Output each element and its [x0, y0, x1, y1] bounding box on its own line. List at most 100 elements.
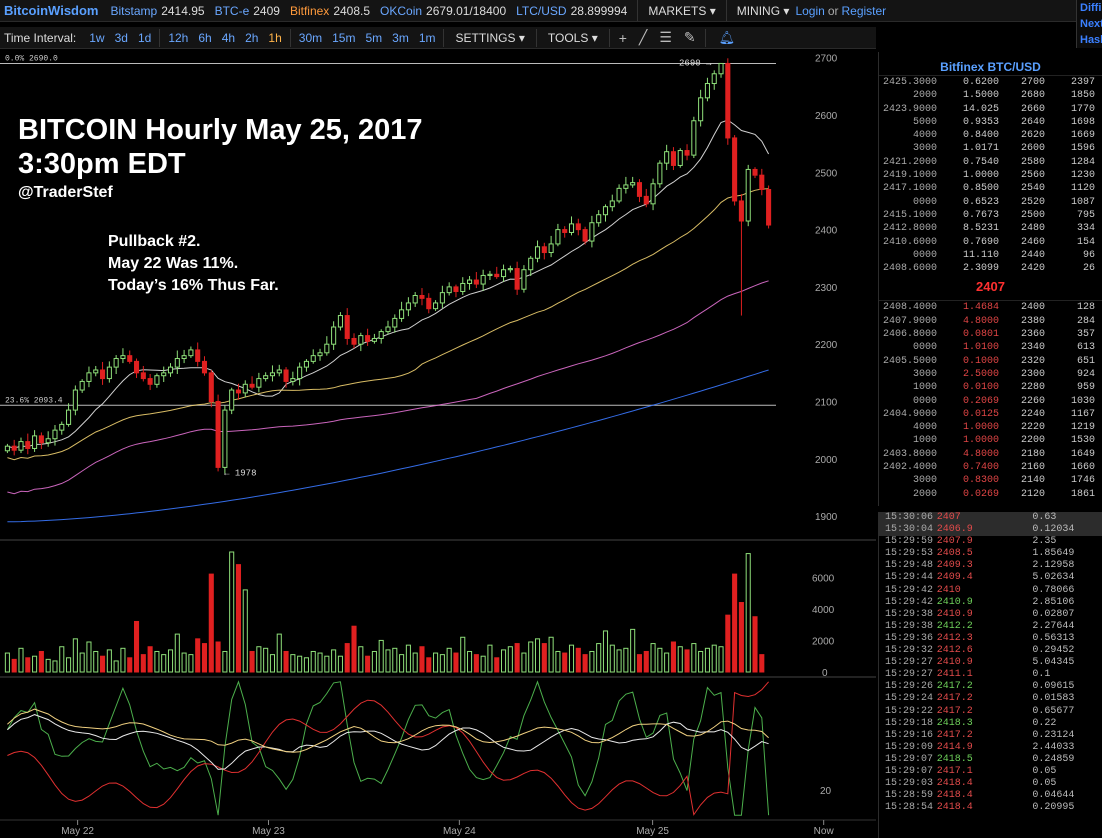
volume-bar[interactable] [66, 657, 72, 673]
volume-bar[interactable] [501, 649, 507, 673]
candle[interactable] [215, 394, 221, 472]
volume-bar[interactable] [630, 628, 636, 673]
candle[interactable] [494, 266, 500, 279]
candle[interactable] [392, 314, 398, 333]
candle[interactable] [365, 328, 371, 346]
volume-bar[interactable] [433, 652, 439, 673]
volume-bar[interactable] [643, 650, 649, 673]
mining-menu[interactable]: MINING ▾ [731, 4, 796, 18]
volume-bar[interactable] [473, 654, 479, 673]
candle[interactable] [222, 405, 228, 474]
candle[interactable] [283, 367, 289, 388]
candle[interactable] [698, 89, 704, 127]
volume-bar[interactable] [670, 641, 676, 673]
candle[interactable] [732, 135, 738, 206]
candle[interactable] [52, 424, 58, 446]
candle[interactable] [167, 363, 174, 377]
volume-bar[interactable] [310, 650, 316, 673]
volume-bar[interactable] [11, 658, 17, 673]
side-item-next[interactable]: Next [1080, 18, 1102, 30]
ask-row[interactable]: 2412.8000 8.5231 2480 334 [879, 222, 1102, 235]
ask-row[interactable]: 2410.6000 0.7690 2460 154 [879, 236, 1102, 249]
ask-row[interactable]: 0000 11.110 2440 96 [879, 249, 1102, 262]
bid-row[interactable]: 3000 0.8300 2140 1746 [879, 474, 1102, 487]
volume-bar[interactable] [616, 649, 622, 673]
interval-6h[interactable]: 6h [198, 30, 212, 45]
volume-bar[interactable] [52, 660, 58, 673]
volume-bar[interactable] [405, 644, 411, 673]
side-item-hashrate[interactable]: Hash [1080, 34, 1102, 46]
candle[interactable] [113, 355, 119, 374]
volume-bar[interactable] [562, 652, 568, 673]
volume-bar[interactable] [276, 633, 282, 673]
candle[interactable] [630, 176, 636, 188]
exchange-link[interactable]: Bitstamp [110, 3, 158, 18]
candle[interactable] [467, 276, 473, 290]
bid-row[interactable]: 3000 2.5000 2300 924 [879, 368, 1102, 381]
candle[interactable] [426, 293, 432, 314]
volume-bar[interactable] [528, 641, 534, 673]
bid-row[interactable]: 1000 0.0100 2280 959 [879, 381, 1102, 394]
candle[interactable] [344, 308, 350, 345]
interval-15m[interactable]: 15m [332, 30, 356, 45]
interval-1h[interactable]: 1h [268, 30, 282, 45]
volume-bar[interactable] [120, 647, 126, 673]
candle[interactable] [399, 301, 405, 322]
ask-row[interactable]: 2417.1000 0.8500 2540 1120 [879, 182, 1102, 195]
candle[interactable] [718, 62, 724, 78]
volume-bar[interactable] [59, 646, 65, 673]
volume-bar[interactable] [106, 649, 112, 673]
candle[interactable] [263, 372, 269, 382]
candle[interactable] [11, 439, 17, 456]
volume-bar[interactable] [487, 644, 493, 673]
candle[interactable] [106, 361, 112, 383]
candle[interactable] [473, 272, 479, 289]
volume-bar[interactable] [446, 647, 452, 673]
volume-bar[interactable] [602, 630, 609, 673]
candle[interactable] [623, 176, 629, 194]
volume-bar[interactable] [684, 649, 690, 673]
candle[interactable] [596, 210, 602, 227]
volume-bar[interactable] [331, 649, 337, 673]
volume-bar[interactable] [534, 638, 541, 673]
interval-2h[interactable]: 2h [245, 30, 259, 45]
candle[interactable] [691, 116, 697, 158]
candle[interactable] [66, 403, 72, 427]
volume-bar[interactable] [18, 647, 24, 673]
candle[interactable] [358, 332, 364, 352]
candle[interactable] [229, 387, 235, 415]
candle[interactable] [120, 348, 126, 364]
bid-row[interactable]: 2404.9000 0.0125 2240 1167 [879, 408, 1102, 421]
candle[interactable] [310, 349, 316, 364]
candle[interactable] [140, 365, 146, 382]
candle[interactable] [643, 188, 649, 208]
candle[interactable] [93, 365, 99, 377]
volume-bar[interactable] [229, 551, 235, 673]
volume-bar[interactable] [365, 655, 371, 673]
volume-bar[interactable] [691, 643, 697, 673]
volume-bar[interactable] [242, 589, 248, 673]
bid-row[interactable]: 1000 1.0000 2200 1530 [879, 434, 1102, 447]
candle[interactable] [670, 147, 676, 171]
candle[interactable] [725, 58, 731, 145]
interval-3m[interactable]: 3m [392, 30, 409, 45]
candle[interactable] [72, 385, 78, 416]
side-item-difficulty[interactable]: Diffi [1080, 2, 1102, 14]
volume-bar[interactable] [140, 654, 146, 673]
volume-bar[interactable] [4, 652, 10, 673]
volume-bar[interactable] [378, 639, 384, 673]
candle[interactable] [433, 300, 439, 311]
candle[interactable] [188, 346, 194, 358]
volume-bar[interactable] [358, 646, 364, 673]
volume-bar[interactable] [154, 650, 160, 673]
candle[interactable] [677, 148, 683, 168]
candle[interactable] [534, 240, 541, 263]
candle[interactable] [766, 185, 772, 229]
bid-row[interactable]: 0000 0.2069 2260 1030 [879, 395, 1102, 408]
bid-row[interactable]: 4000 1.0000 2220 1219 [879, 421, 1102, 434]
volume-bar[interactable] [555, 650, 561, 673]
volume-bar[interactable] [623, 647, 629, 673]
candle[interactable] [385, 320, 391, 335]
ask-row[interactable]: 2415.1000 0.7673 2500 795 [879, 209, 1102, 222]
volume-bar[interactable] [725, 614, 731, 673]
